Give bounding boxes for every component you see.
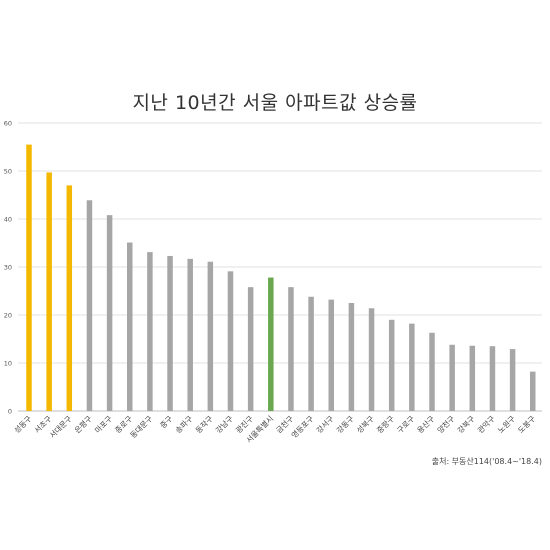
- bar: [26, 144, 32, 411]
- bar: [86, 200, 93, 411]
- source-note: 출처: 부동산114('08.4~'18.4): [431, 457, 542, 466]
- y-tick-label: 60: [4, 120, 12, 128]
- y-tick-label: 20: [4, 312, 12, 320]
- bar: [268, 277, 274, 411]
- x-tick-label: 동작구: [193, 413, 215, 435]
- x-tick-label: 송파구: [174, 414, 195, 435]
- bar: [66, 185, 73, 411]
- y-tick-label: 0: [8, 408, 12, 416]
- bar: [227, 271, 234, 411]
- x-tick-label: 강남구: [213, 413, 235, 435]
- bar: [469, 345, 476, 411]
- y-tick-label: 30: [4, 264, 12, 272]
- bar: [247, 287, 254, 411]
- y-axis-ticks: 0 10 20 30 40 50 60: [4, 120, 12, 416]
- bar: [127, 242, 133, 411]
- x-tick-label: 은평구: [72, 413, 94, 435]
- x-tick-label: 서대문구: [48, 414, 74, 440]
- y-tick-label: 40: [4, 216, 12, 224]
- x-tick-label: 중구: [158, 414, 174, 430]
- bar: [167, 255, 173, 411]
- bar: [328, 299, 334, 411]
- x-tick-label: 영등포구: [289, 413, 316, 440]
- bar: [368, 308, 375, 411]
- bar: [388, 319, 395, 411]
- bar: [409, 323, 415, 411]
- chart-title: 지난 10년간 서울 아파트값 상승률: [132, 92, 418, 114]
- bar: [530, 371, 536, 411]
- x-tick-label: 강동구: [334, 413, 356, 435]
- x-tick-label: 성동구: [12, 414, 33, 435]
- x-tick-label: 중랑구: [375, 414, 396, 435]
- bar: [489, 346, 496, 411]
- x-tick-label: 도봉구: [516, 414, 537, 435]
- x-tick-label: 성북구: [355, 414, 376, 435]
- bar: [449, 344, 455, 411]
- bar: [509, 349, 516, 411]
- x-tick-label: 구로구: [395, 414, 416, 435]
- bar: [429, 332, 435, 411]
- bar: [288, 287, 294, 411]
- bar: [308, 296, 314, 411]
- x-tick-label: 노원구: [496, 414, 517, 435]
- bar: [106, 215, 113, 411]
- y-tick-label: 50: [4, 168, 12, 176]
- gridlines: [18, 122, 542, 412]
- x-tick-label: 관악구: [475, 413, 497, 435]
- bar: [147, 252, 153, 411]
- bar: [207, 261, 214, 411]
- bar: [187, 258, 193, 411]
- x-tick-label: 강북구: [455, 413, 477, 435]
- x-tick-label: 양천구: [435, 413, 457, 435]
- bar: [46, 172, 52, 411]
- x-tick-label: 동대문구: [128, 414, 154, 440]
- x-tick-label: 마포구: [93, 414, 114, 435]
- bar: [348, 303, 355, 411]
- x-tick-label: 용산구: [415, 413, 437, 435]
- bars: [26, 144, 536, 411]
- x-tick-label: 강서구: [314, 413, 336, 435]
- y-tick-label: 10: [4, 360, 12, 368]
